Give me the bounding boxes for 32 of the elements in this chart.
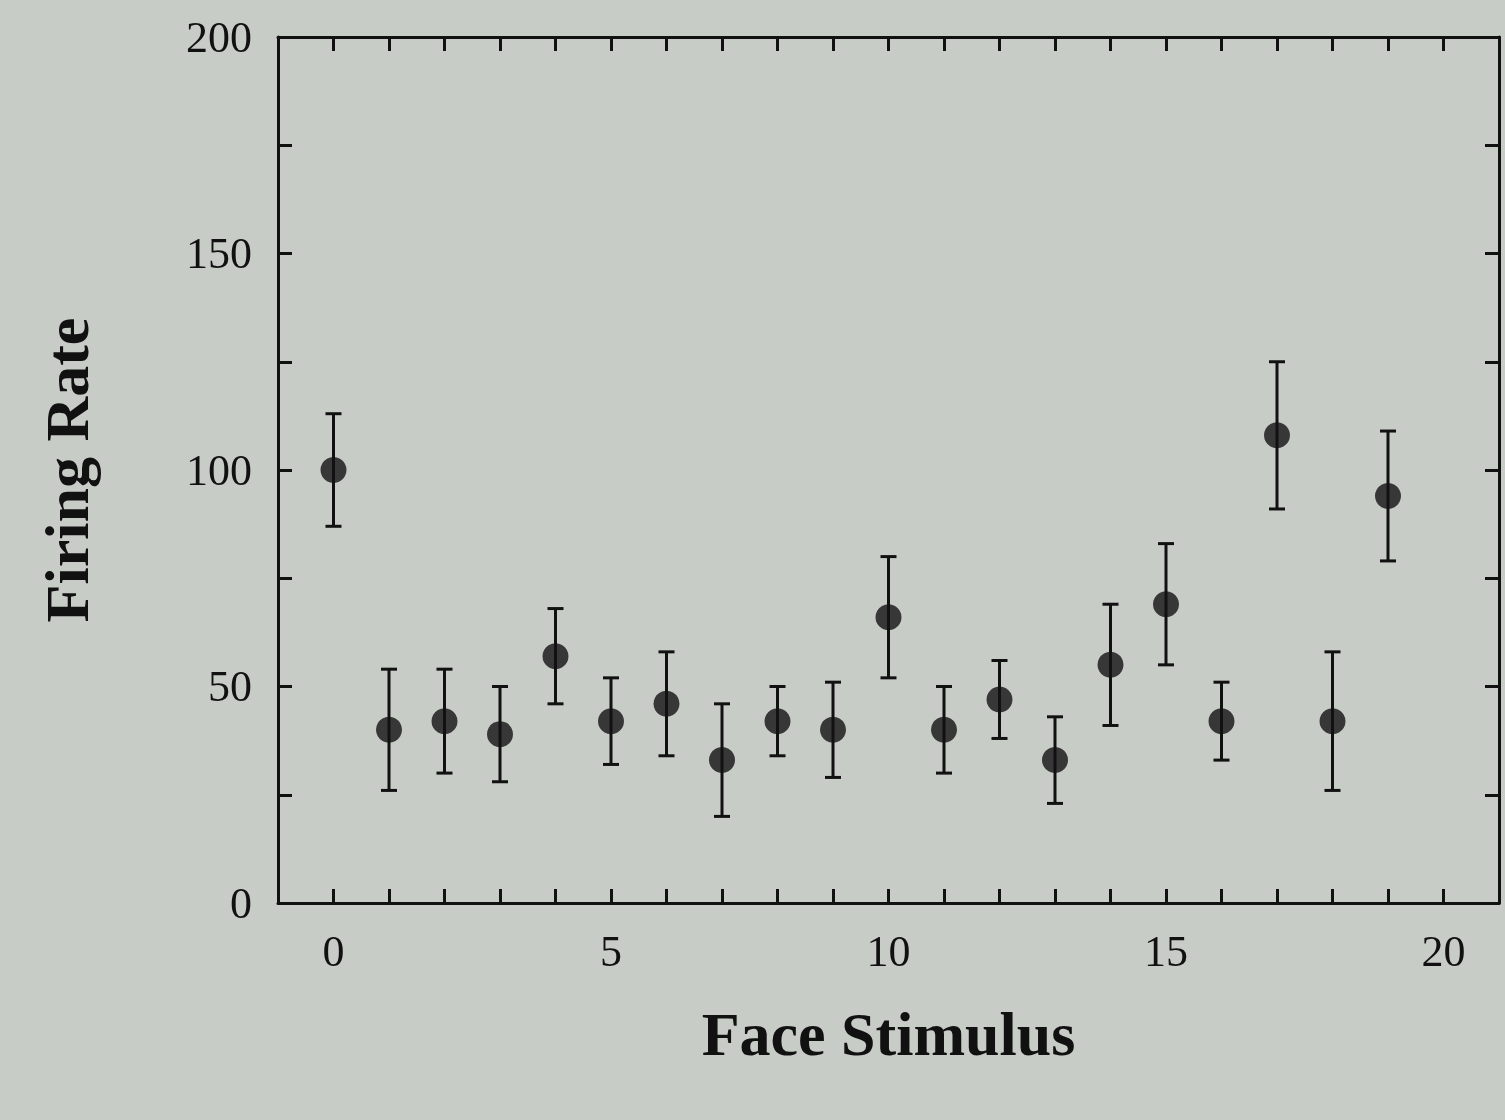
point (820, 716, 846, 743)
x-tick-label: 5 (600, 926, 622, 976)
point (709, 747, 735, 774)
point (487, 721, 513, 748)
point (431, 708, 458, 735)
point (1097, 651, 1124, 678)
y-tick-label: 150 (186, 229, 252, 278)
point (598, 708, 624, 735)
point (1042, 747, 1068, 774)
point (931, 716, 957, 743)
point (542, 643, 569, 670)
point (653, 690, 680, 717)
x-tick-label: 0 (322, 926, 345, 976)
x-axis-title: Face Stimulus (701, 1000, 1076, 1068)
point (1153, 591, 1179, 618)
y-tick-label: 0 (230, 878, 252, 928)
point (875, 604, 902, 631)
x-tick-label: 15 (1144, 926, 1188, 976)
point (1264, 422, 1290, 449)
point (1319, 708, 1346, 735)
point (986, 686, 1013, 713)
point (376, 716, 402, 743)
point (320, 457, 347, 483)
y-tick-label: 100 (186, 445, 252, 495)
point (764, 708, 791, 735)
y-axis-title: Firing Rate (33, 317, 101, 623)
y-tick-label: 200 (186, 12, 252, 62)
y-tick-label: 50 (208, 662, 252, 711)
x-tick-label: 10 (866, 926, 911, 976)
point (1208, 708, 1235, 735)
x-tick-label: 20 (1421, 926, 1466, 976)
point (1375, 482, 1401, 509)
